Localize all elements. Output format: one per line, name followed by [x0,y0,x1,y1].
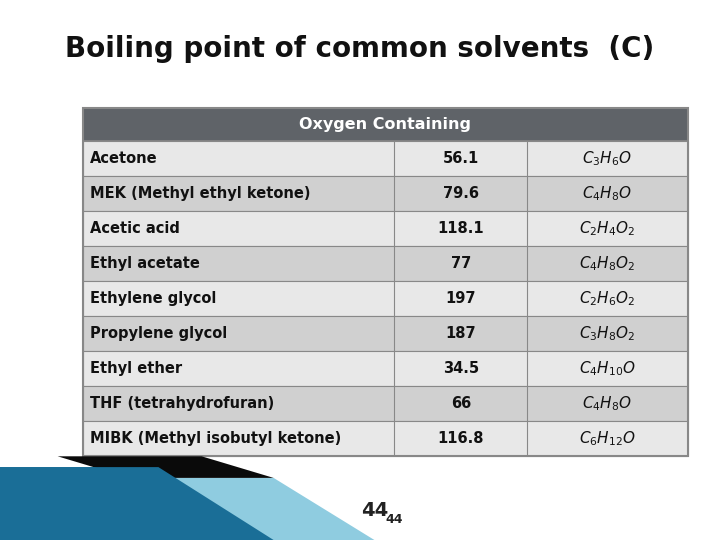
Text: $C_2H_6O_2$: $C_2H_6O_2$ [580,289,636,308]
Text: 116.8: 116.8 [438,431,484,446]
Text: 197: 197 [446,292,476,306]
Text: MIBK (Methyl isobutyl ketone): MIBK (Methyl isobutyl ketone) [90,431,341,446]
Text: Acetic acid: Acetic acid [90,221,180,237]
Text: $C_4H_8O$: $C_4H_8O$ [582,395,632,413]
Text: 44: 44 [386,513,403,526]
Text: $C_4H_{10}O$: $C_4H_{10}O$ [579,360,636,378]
Text: 79.6: 79.6 [443,186,479,201]
Text: MEK (Methyl ethyl ketone): MEK (Methyl ethyl ketone) [90,186,310,201]
Text: $C_3H_6O$: $C_3H_6O$ [582,150,632,168]
Text: Ethylene glycol: Ethylene glycol [90,292,217,306]
Text: 44: 44 [361,501,388,520]
Text: 66: 66 [451,396,471,411]
Text: 187: 187 [446,326,476,341]
Text: Boiling point of common solvents  (C): Boiling point of common solvents (C) [66,35,654,63]
Text: Acetone: Acetone [90,151,158,166]
Text: $C_2H_4O_2$: $C_2H_4O_2$ [580,220,636,238]
Text: $C_6H_{12}O$: $C_6H_{12}O$ [579,429,636,448]
Text: $C_4H_8O$: $C_4H_8O$ [582,185,632,203]
Text: Ethyl acetate: Ethyl acetate [90,256,200,272]
Text: $C_4H_8O_2$: $C_4H_8O_2$ [580,254,636,273]
Text: $C_3H_8O_2$: $C_3H_8O_2$ [580,325,636,343]
Text: 56.1: 56.1 [443,151,479,166]
Text: Ethyl ether: Ethyl ether [90,361,182,376]
Text: Oxygen Containing: Oxygen Containing [300,117,471,132]
Text: THF (tetrahydrofuran): THF (tetrahydrofuran) [90,396,274,411]
Text: 118.1: 118.1 [438,221,484,237]
Text: Propylene glycol: Propylene glycol [90,326,228,341]
Text: 77: 77 [451,256,471,272]
Text: 34.5: 34.5 [443,361,479,376]
